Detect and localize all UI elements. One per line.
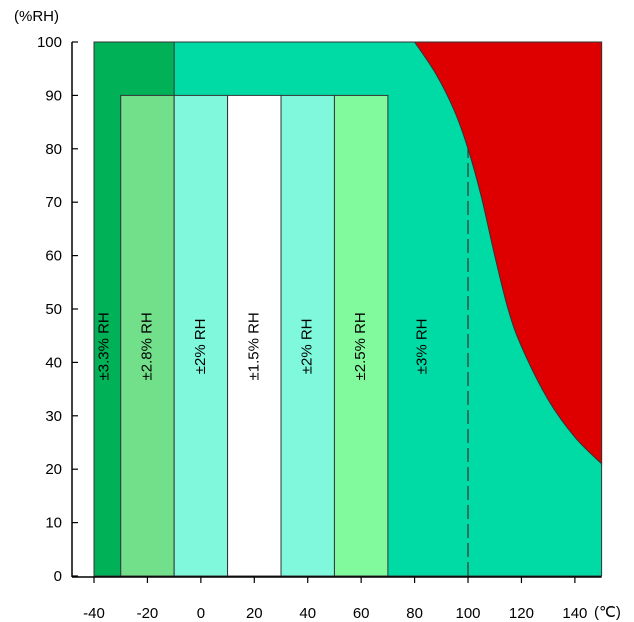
x-tick-label-5: 60 [353,605,370,622]
y-tick-label-9: 90 [45,87,62,104]
zone-label-3: ±1.5% RH [245,312,262,380]
zone-labels-layer: ±3.3% RH ±2.8% RH ±2% RH ±1.5% RH ±2% RH ±2.5… [96,312,431,380]
y-tick-label-0: 0 [54,568,62,585]
y-tick-label-10: 100 [37,34,62,51]
zone-label-1: ±2.8% RH [138,312,155,380]
x-tick-label-8: 120 [509,605,534,622]
zone-label-6: ±3% RH [414,319,431,375]
y-tick-label-3: 30 [45,408,62,425]
x-tick-label-9: 140 [562,605,587,622]
x-tick-label-4: 40 [299,605,316,622]
x-tick-label-1: -20 [137,605,159,622]
zone-label-2: ±2% RH [192,319,209,375]
x-unit-label: (℃) [594,604,621,621]
zone-rect-3 [173,94,229,577]
zone-label-0: ±3.3% RH [96,312,113,380]
zone-rect-4 [227,94,282,577]
zone-rect-2 [120,94,175,577]
zone-label-4: ±2% RH [299,319,316,375]
y-tick-label-8: 80 [45,141,62,158]
x-tick-label-2: 0 [197,605,205,622]
zone-label-5: ±2.5% RH [352,312,369,380]
red-region [413,41,603,466]
y-tick-label-7: 70 [45,194,62,211]
x-tick-label-6: 80 [406,605,423,622]
y-unit-label: (%RH) [14,8,59,25]
red-region-layer [413,41,603,466]
y-tick-label-6: 60 [45,248,62,265]
x-tick-label-7: 100 [456,605,481,622]
y-tick-label-1: 10 [45,515,62,532]
axes-layer: 0 10 20 30 40 50 60 70 80 90 100 -40 -20 0 20 40 60 80 100… [37,34,602,622]
y-tick-label-4: 40 [45,354,62,371]
y-tick-label-2: 20 [45,461,62,478]
y-tick-label-5: 50 [45,301,62,318]
x-tick-label-0: -40 [83,605,105,622]
x-tick-label-3: 20 [246,605,263,622]
